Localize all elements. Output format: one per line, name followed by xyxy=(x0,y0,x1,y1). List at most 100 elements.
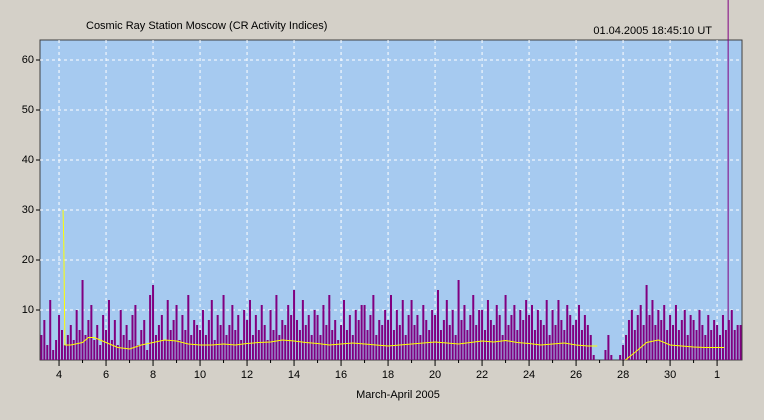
bar xyxy=(501,335,504,360)
bar xyxy=(448,325,451,360)
bar xyxy=(669,315,672,360)
bar xyxy=(137,345,140,360)
bar xyxy=(636,315,639,360)
bar xyxy=(463,305,466,360)
x-tick-label: 4 xyxy=(56,369,62,381)
bar xyxy=(672,325,675,360)
bar xyxy=(533,330,536,360)
bar xyxy=(683,310,686,360)
x-tick-label: 8 xyxy=(150,369,156,381)
bar xyxy=(322,305,325,360)
bar xyxy=(428,330,431,360)
bar xyxy=(604,350,607,360)
bar xyxy=(210,300,213,360)
bar xyxy=(395,310,398,360)
bar xyxy=(466,330,469,360)
bar xyxy=(384,310,387,360)
bar xyxy=(569,315,572,360)
bar xyxy=(357,320,360,360)
bar xyxy=(128,340,131,360)
bar xyxy=(257,330,260,360)
bar xyxy=(196,325,199,360)
bar xyxy=(651,300,654,360)
bar xyxy=(454,335,457,360)
bar xyxy=(419,335,422,360)
bar xyxy=(445,300,448,360)
bar xyxy=(713,320,716,360)
bar xyxy=(563,330,566,360)
bar xyxy=(727,320,730,360)
bar xyxy=(43,320,46,360)
bar xyxy=(175,305,178,360)
bar xyxy=(313,310,316,360)
bar xyxy=(630,310,633,360)
bar xyxy=(149,295,152,360)
bar xyxy=(583,315,586,360)
bar xyxy=(510,315,513,360)
bar xyxy=(451,310,454,360)
bar xyxy=(431,310,434,360)
bar xyxy=(366,330,369,360)
bar xyxy=(169,330,172,360)
bar xyxy=(648,315,651,360)
bar xyxy=(566,305,569,360)
bar xyxy=(348,315,351,360)
bar xyxy=(539,320,542,360)
bar xyxy=(119,310,122,360)
bar xyxy=(677,330,680,360)
y-tick-label: 60 xyxy=(22,54,34,66)
bar xyxy=(478,310,481,360)
bar xyxy=(190,335,193,360)
bar xyxy=(542,325,545,360)
bar xyxy=(254,315,257,360)
bar xyxy=(75,310,78,360)
bar xyxy=(72,340,75,360)
line xyxy=(625,339,725,361)
bar xyxy=(69,325,72,360)
line xyxy=(62,209,598,350)
bar xyxy=(507,325,510,360)
bar xyxy=(219,325,222,360)
bar xyxy=(689,315,692,360)
bar xyxy=(657,310,660,360)
bar xyxy=(486,300,489,360)
bar xyxy=(716,325,719,360)
bar xyxy=(207,320,210,360)
bar xyxy=(55,340,58,360)
bar xyxy=(625,335,628,360)
bar xyxy=(489,320,492,360)
bar xyxy=(231,305,234,360)
bar xyxy=(251,335,254,360)
bar xyxy=(495,305,498,360)
bar xyxy=(310,335,313,360)
bar xyxy=(222,295,225,360)
bar xyxy=(105,330,108,360)
bar xyxy=(163,340,166,360)
bar xyxy=(354,310,357,360)
bar xyxy=(146,350,149,360)
bar xyxy=(531,305,534,360)
bar xyxy=(519,310,522,360)
x-tick-label: 10 xyxy=(194,369,206,381)
bar xyxy=(666,330,669,360)
bar xyxy=(390,295,392,360)
bar xyxy=(66,335,69,360)
bar xyxy=(40,335,43,360)
bar xyxy=(295,320,298,360)
bar xyxy=(575,320,578,360)
bar xyxy=(184,330,187,360)
bar xyxy=(407,315,410,360)
chart-title: Cosmic Ray Station Moscow (CR Activity I… xyxy=(86,20,327,32)
bar xyxy=(504,295,507,360)
bar xyxy=(90,305,93,360)
bar xyxy=(116,345,119,360)
bar xyxy=(216,315,219,360)
bar xyxy=(680,320,683,360)
bar xyxy=(307,315,310,360)
bar xyxy=(422,305,425,360)
bar xyxy=(316,315,319,360)
x-tick-label: 16 xyxy=(335,369,347,381)
bar xyxy=(425,320,428,360)
bar xyxy=(187,295,190,360)
